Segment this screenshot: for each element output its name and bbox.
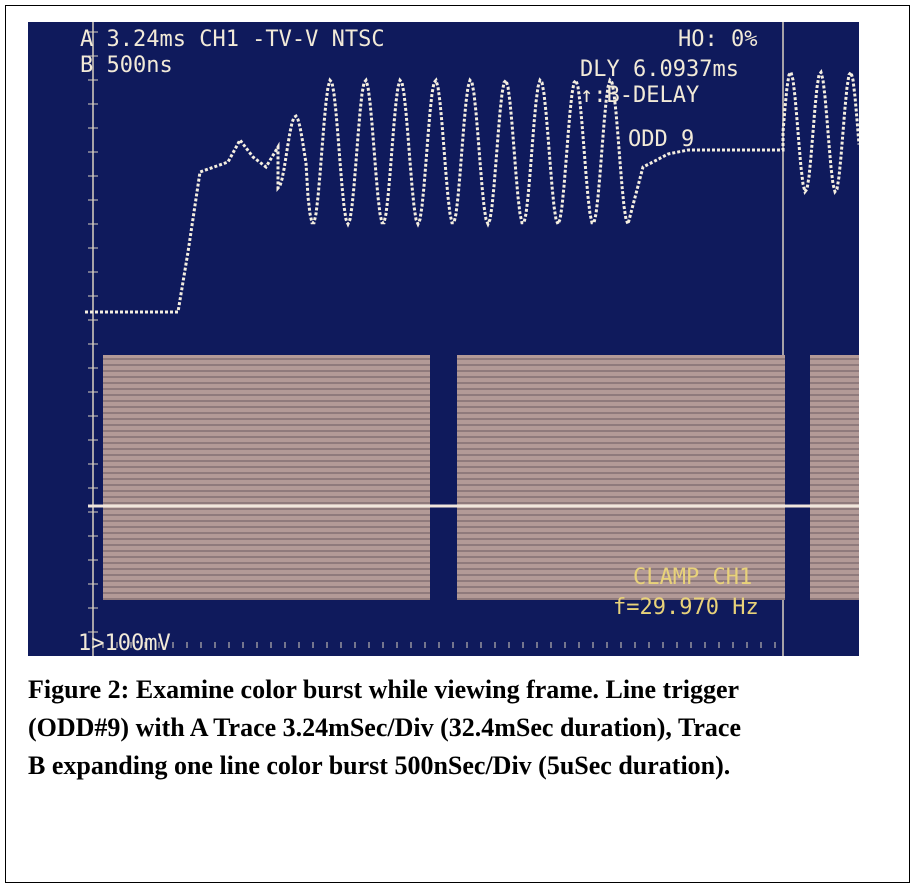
burst-block [457,355,785,600]
readout: ODD 9 [628,127,694,152]
burst-block [103,355,430,600]
burst-block [810,355,859,600]
readout: 1>100mV [78,631,171,656]
readout: B 500ns [80,53,173,78]
readout: DLY 6.0937ms [580,57,739,82]
caption-line: B expanding one line color burst 500nSec… [28,751,730,781]
oscilloscope-screen: A 3.24ms CH1 -TV-V NTSC B 500ns HO: 0% D… [28,22,859,656]
readout: A 3.24ms CH1 -TV-V NTSC [80,27,385,52]
readout: CLAMP CH1 [633,565,752,590]
readout: HO: 0% [678,27,757,52]
caption-line: Figure 2: Examine color burst while view… [28,675,739,705]
readout: ↑:B-DELAY [580,83,699,108]
page: A 3.24ms CH1 -TV-V NTSC B 500ns HO: 0% D… [0,0,919,888]
caption-line: (ODD#9) with A Trace 3.24mSec/Div (32.4m… [28,713,741,743]
readout: f=29.970 Hz [613,595,759,620]
